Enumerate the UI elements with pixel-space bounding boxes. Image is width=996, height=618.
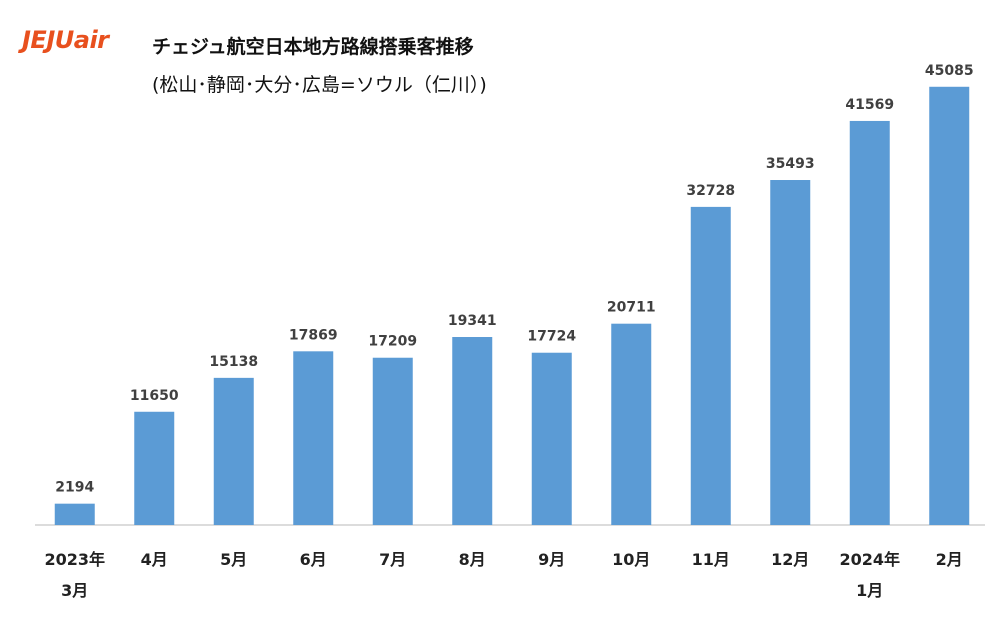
data-label: 20711 bbox=[607, 300, 656, 316]
bar bbox=[690, 206, 731, 525]
chart-title: チェジュ航空日本地方路線搭乗客推移 bbox=[152, 36, 474, 58]
x-tick-label: 2023年 bbox=[44, 550, 105, 569]
bar bbox=[293, 351, 334, 525]
data-label: 11650 bbox=[130, 388, 179, 404]
x-tick-label: 7月 bbox=[379, 550, 406, 569]
data-label: 15138 bbox=[209, 354, 258, 370]
data-label: 17869 bbox=[289, 327, 338, 343]
data-label: 17724 bbox=[527, 329, 576, 345]
data-label: 17209 bbox=[368, 334, 417, 350]
data-label: 35493 bbox=[766, 156, 815, 172]
x-tick-label: 2月 bbox=[936, 550, 963, 569]
bar bbox=[929, 86, 970, 525]
bar bbox=[770, 180, 811, 525]
data-label: 45085 bbox=[925, 63, 974, 79]
x-tick-label: 3月 bbox=[61, 581, 88, 600]
bar bbox=[849, 120, 890, 526]
bar bbox=[54, 503, 95, 525]
x-tick-label: 9月 bbox=[538, 550, 565, 569]
x-tick-label: 2024年 bbox=[839, 550, 900, 569]
data-label: 41569 bbox=[845, 97, 894, 113]
data-label: 2194 bbox=[55, 480, 94, 496]
bar bbox=[452, 337, 493, 525]
x-tick-label: 4月 bbox=[141, 550, 168, 569]
x-tick-label: 5月 bbox=[220, 550, 247, 569]
x-tick-label: 12月 bbox=[771, 550, 809, 569]
bar bbox=[372, 357, 413, 525]
data-label: 19341 bbox=[448, 313, 497, 329]
jejuair-logo: JEJUair bbox=[22, 26, 109, 54]
x-tick-label: 1月 bbox=[856, 581, 883, 600]
x-tick-label: 6月 bbox=[300, 550, 327, 569]
data-label: 32728 bbox=[686, 183, 735, 199]
bar bbox=[611, 323, 652, 525]
x-tick-label: 11月 bbox=[692, 550, 730, 569]
bar bbox=[531, 352, 572, 525]
bar bbox=[213, 377, 254, 525]
x-tick-label: 8月 bbox=[459, 550, 486, 569]
bar bbox=[134, 411, 175, 525]
chart-subtitle: (松山･静岡･大分･広島=ソウル（仁川）) bbox=[152, 74, 487, 96]
x-tick-label: 10月 bbox=[612, 550, 650, 569]
